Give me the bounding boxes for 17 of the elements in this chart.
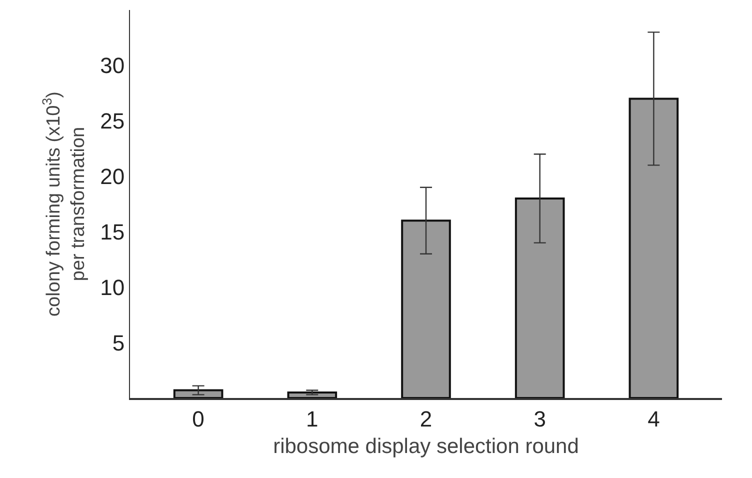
bar <box>628 98 679 398</box>
y-tick-label: 5 <box>112 330 125 356</box>
bar <box>514 197 565 398</box>
x-tick-label: 0 <box>192 406 204 432</box>
y-tick-label: 15 <box>100 219 125 244</box>
x-axis-title: ribosome display selection round <box>273 435 579 458</box>
y-tick-label: 30 <box>100 53 125 78</box>
x-tick-label: 2 <box>420 406 432 432</box>
x-tick-label: 3 <box>534 406 546 432</box>
y-tick-label: 10 <box>100 274 125 300</box>
x-tick-label: 4 <box>648 406 660 432</box>
y-tick-label: 20 <box>100 164 125 189</box>
bar <box>173 389 224 398</box>
bar <box>401 220 451 398</box>
y-tick-label: 25 <box>100 108 125 134</box>
x-tick-label: 1 <box>306 406 318 432</box>
bar <box>287 391 338 398</box>
